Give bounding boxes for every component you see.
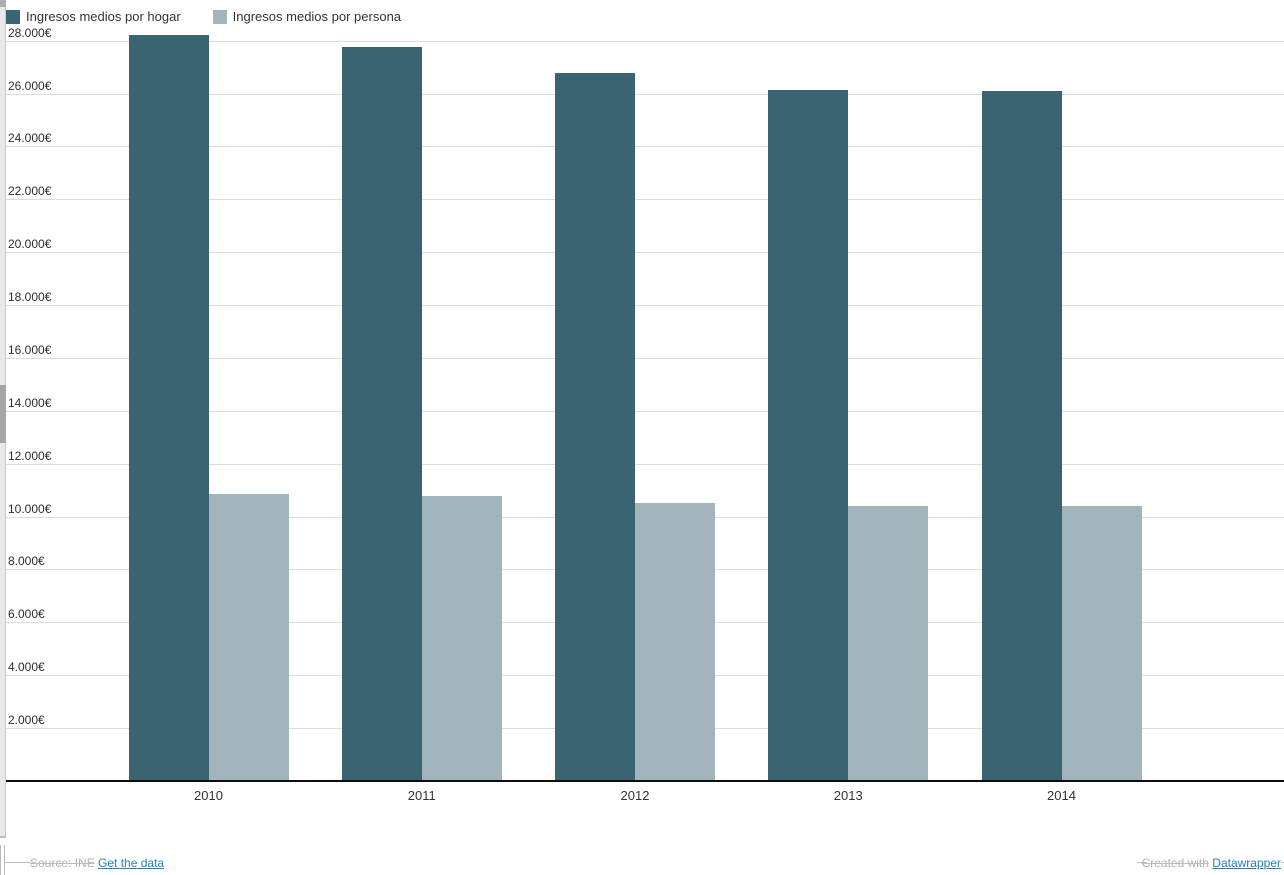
x-axis-line xyxy=(6,780,1284,782)
divider-line xyxy=(1281,862,1284,863)
legend-label-hogar: Ingresos medios por hogar xyxy=(26,9,181,24)
legend-swatch-persona xyxy=(212,9,227,24)
bar-2013-persona[interactable] xyxy=(848,506,929,781)
legend: Ingresos medios por hogar Ingresos medio… xyxy=(6,9,401,24)
source-label: Source: INE xyxy=(30,856,95,870)
gridline-14000 xyxy=(6,411,1284,412)
gridline-22000 xyxy=(6,199,1284,200)
y-tick-label: 4.000€ xyxy=(8,660,45,674)
x-tick-label-2014: 2014 xyxy=(1047,788,1076,803)
x-tick-label-2011: 2011 xyxy=(407,788,436,803)
x-tick-label-2010: 2010 xyxy=(194,788,223,803)
bar-2012-hogar[interactable] xyxy=(555,73,635,781)
y-tick-label: 12.000€ xyxy=(8,449,52,463)
left-scrollbar-end xyxy=(0,836,6,838)
y-tick-label: 8.000€ xyxy=(8,554,45,568)
bar-2010-persona[interactable] xyxy=(208,493,289,781)
y-tick-label: 18.000€ xyxy=(8,290,52,304)
y-tick-label: 10.000€ xyxy=(8,502,52,516)
bar-2011-hogar[interactable] xyxy=(341,47,422,781)
divider-line xyxy=(1137,862,1147,863)
y-tick-label: 28.000€ xyxy=(8,26,52,40)
bar-2014-persona[interactable] xyxy=(1061,505,1142,781)
y-tick-label: 22.000€ xyxy=(8,184,52,198)
bar-2013-hogar[interactable] xyxy=(768,89,849,781)
legend-item-hogar: Ingresos medios por hogar xyxy=(6,9,181,24)
gridline-24000 xyxy=(6,146,1284,147)
legend-item-persona: Ingresos medios por persona xyxy=(212,9,402,24)
legend-swatch-hogar xyxy=(6,9,20,24)
bar-2010-hogar[interactable] xyxy=(128,35,209,781)
gridline-28000 xyxy=(6,41,1284,42)
created-with-label: Created with xyxy=(1141,856,1209,870)
bar-2011-persona[interactable] xyxy=(421,495,502,781)
left-scrollbar-top-cap xyxy=(0,0,6,7)
get-the-data-link[interactable]: Get the data xyxy=(98,856,165,870)
legend-label-persona: Ingresos medios por persona xyxy=(232,9,402,24)
gridline-16000 xyxy=(6,358,1284,359)
y-tick-label: 24.000€ xyxy=(8,131,52,145)
gridline-26000 xyxy=(6,94,1284,95)
y-tick-label: 26.000€ xyxy=(8,79,52,93)
x-tick-label-2013: 2013 xyxy=(833,788,863,803)
x-tick-label-2012: 2012 xyxy=(620,788,650,803)
bar-2014-hogar[interactable] xyxy=(981,91,1062,781)
divider-line xyxy=(4,862,30,863)
y-tick-label: 2.000€ xyxy=(8,713,45,727)
footer-credit: Created with Datawrapper xyxy=(1142,856,1281,870)
bar-2012-persona[interactable] xyxy=(635,502,715,781)
gridline-12000 xyxy=(6,464,1284,465)
y-tick-label: 6.000€ xyxy=(8,607,45,621)
y-tick-label: 14.000€ xyxy=(8,396,52,410)
datawrapper-link[interactable]: Datawrapper xyxy=(1212,856,1281,870)
gridline-18000 xyxy=(6,305,1284,306)
y-tick-label: 20.000€ xyxy=(8,237,52,251)
footer-source: Source: INE Get the data xyxy=(30,856,164,870)
y-tick-label: 16.000€ xyxy=(8,343,52,357)
gridline-20000 xyxy=(6,252,1284,253)
left-scrollbar-thumb[interactable] xyxy=(0,385,6,443)
resize-handle-line[interactable] xyxy=(0,845,1,875)
resize-handle-line[interactable] xyxy=(4,845,5,875)
